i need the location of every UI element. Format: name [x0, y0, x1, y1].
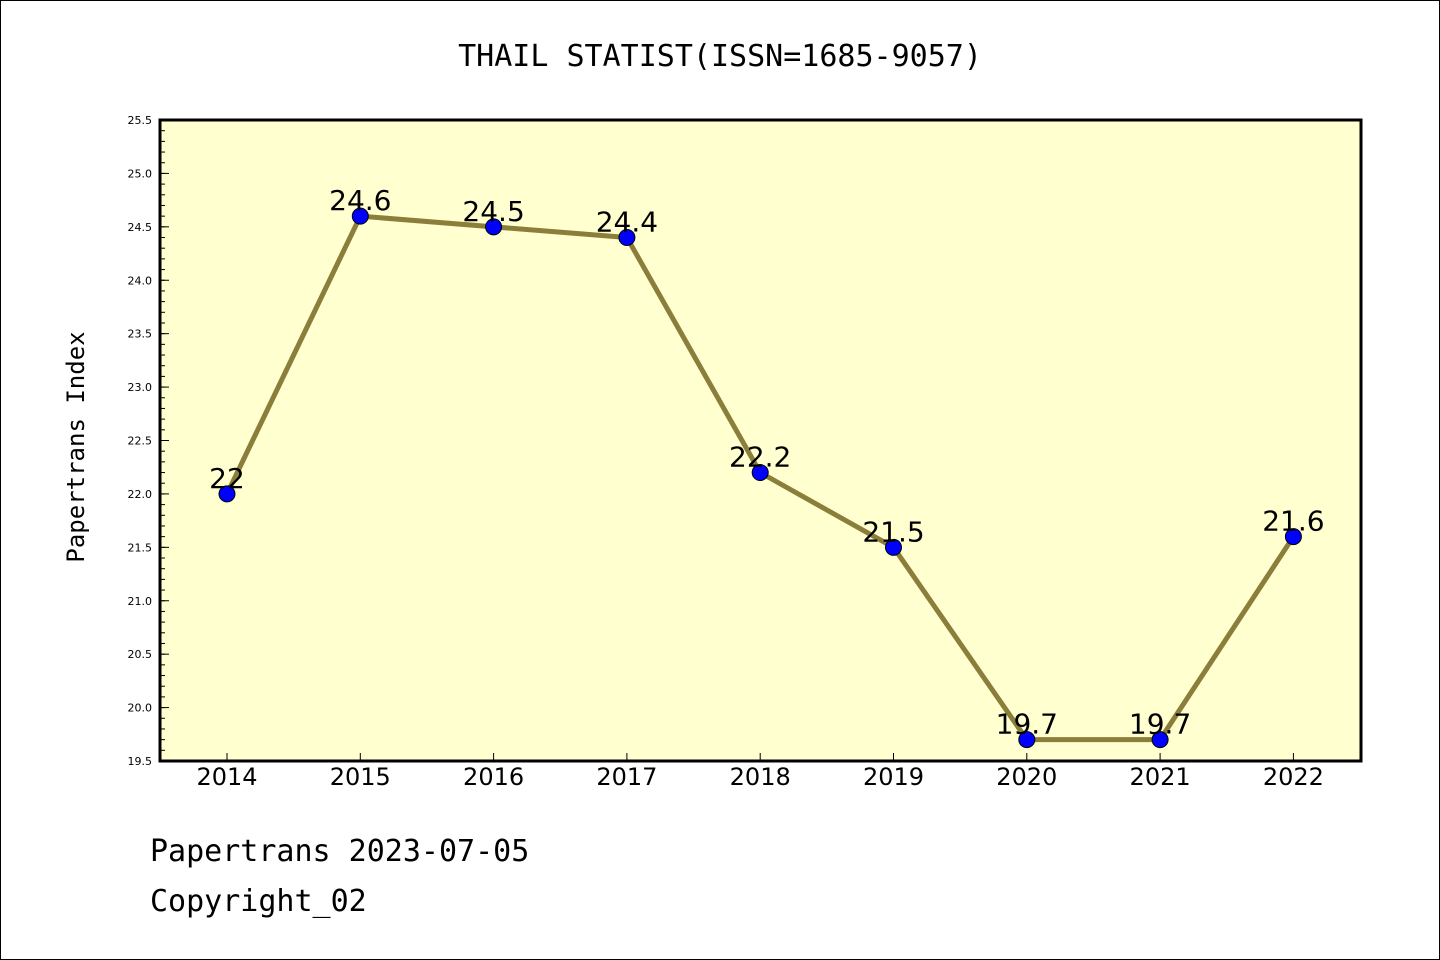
data-labels: 22 24.6 24.5 24.4 22.2 21.5 19.7 19.7 21.6	[209, 184, 1324, 740]
y-tick-label: 23.0	[128, 381, 153, 394]
data-label: 19.7	[1129, 708, 1191, 741]
x-tick-label: 2017	[596, 763, 657, 791]
y-tick-label: 23.5	[128, 328, 153, 341]
data-point	[1018, 731, 1036, 749]
data-label: 24.6	[329, 184, 391, 217]
data-point	[218, 485, 236, 503]
x-tick-label: 2018	[730, 763, 791, 791]
y-tick-label: 25.0	[128, 167, 153, 180]
y-tick-label: 22.0	[128, 488, 153, 501]
data-label: 22	[209, 462, 245, 495]
y-axis: 19.5 20.0 20.5 21.0 21.5 22.0 22.5 23.0 23.5 24.0…	[128, 114, 169, 768]
series-markers	[218, 207, 1302, 749]
y-tick-label: 21.0	[128, 595, 153, 608]
y-tick-label: 24.0	[128, 274, 153, 287]
data-point	[751, 464, 769, 482]
chart-title: THAIL STATIST(ISSN=1685-9057)	[458, 39, 982, 74]
data-label: 24.5	[462, 195, 524, 228]
data-point	[1151, 731, 1169, 749]
x-axis: 2014 2015 2016 2017 2018 2019 2020 2021 2022	[196, 753, 1324, 791]
x-tick-label: 2016	[463, 763, 524, 791]
x-tick-label: 2014	[196, 763, 257, 791]
y-tick-label: 19.5	[128, 755, 153, 768]
footer-date: Papertrans 2023-07-05	[150, 834, 530, 869]
x-tick-label: 2021	[1130, 763, 1191, 791]
footer-copyright: Copyright_02	[150, 884, 367, 919]
x-tick-label: 2022	[1263, 763, 1324, 791]
x-tick-label: 2020	[996, 763, 1057, 791]
y-axis-label: Papertrans Index	[62, 331, 90, 562]
data-point	[485, 218, 503, 236]
data-point	[618, 229, 636, 247]
x-tick-label: 2015	[330, 763, 391, 791]
y-tick-label: 22.5	[128, 435, 153, 448]
data-label: 21.5	[862, 515, 924, 548]
y-tick-label: 25.5	[128, 114, 153, 127]
data-label: 19.7	[996, 708, 1058, 741]
y-tick-label: 21.5	[128, 541, 153, 554]
y-tick-label: 20.5	[128, 648, 153, 661]
data-point	[351, 207, 369, 225]
data-label: 22.2	[729, 441, 791, 474]
data-label: 21.6	[1262, 505, 1324, 538]
y-tick-label: 24.5	[128, 221, 153, 234]
data-label: 24.4	[596, 206, 658, 239]
data-point	[1284, 528, 1302, 546]
x-tick-label: 2019	[863, 763, 924, 791]
plot-border	[158, 118, 1363, 763]
y-tick-label: 20.0	[128, 702, 153, 715]
data-point	[885, 538, 902, 556]
plot-area	[160, 120, 1361, 761]
